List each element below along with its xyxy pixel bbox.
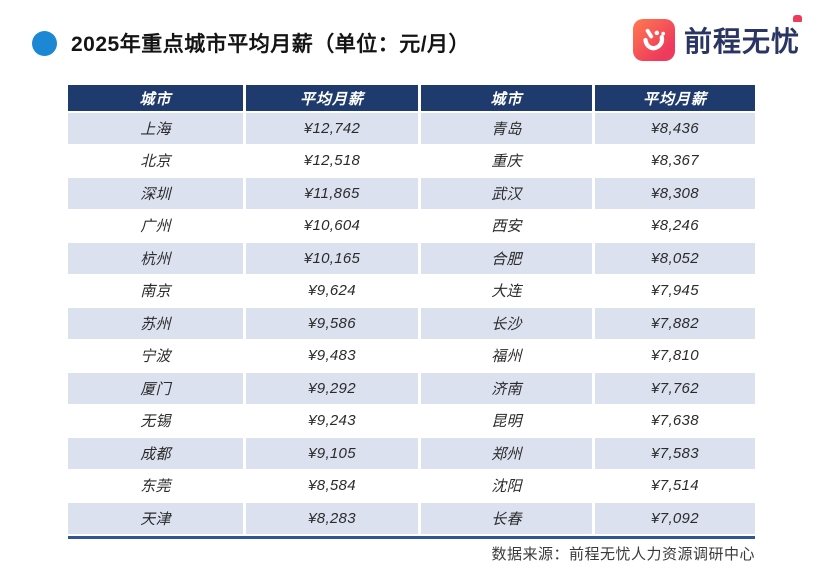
city-cell: 长春 <box>421 503 592 534</box>
table-row: 深圳 ¥11,865 武汉 ¥8,308 <box>68 178 755 209</box>
table-row: 厦门 ¥9,292 济南 ¥7,762 <box>68 373 755 404</box>
brand-crown-icon <box>793 15 802 22</box>
salary-cell: ¥10,165 <box>246 243 418 274</box>
salary-cell: ¥7,882 <box>595 308 755 339</box>
table-row: 成都 ¥9,105 郑州 ¥7,583 <box>68 438 755 469</box>
salary-cell: ¥7,583 <box>595 438 755 469</box>
city-cell: 无锡 <box>68 405 243 436</box>
salary-cell: ¥9,243 <box>246 405 418 436</box>
table-header-row: 城市 平均月薪 城市 平均月薪 <box>68 85 755 111</box>
table-row: 东莞 ¥8,584 沈阳 ¥7,514 <box>68 470 755 501</box>
salary-cell: ¥9,586 <box>246 308 418 339</box>
salary-cell: ¥8,367 <box>595 145 755 176</box>
page-title: 2025年重点城市平均月薪（单位：元/月） <box>71 33 471 56</box>
salary-cell: ¥7,810 <box>595 340 755 371</box>
salary-cell: ¥8,584 <box>246 470 418 501</box>
title-bullet-icon <box>32 30 57 56</box>
city-cell: 大连 <box>421 275 592 306</box>
salary-cell: ¥8,308 <box>595 178 755 209</box>
salary-cell: ¥9,105 <box>246 438 418 469</box>
table-row: 苏州 ¥9,586 长沙 ¥7,882 <box>68 308 755 339</box>
salary-cell: ¥7,514 <box>595 470 755 501</box>
column-header-salary: 平均月薪 <box>246 85 418 111</box>
table-row: 南京 ¥9,624 大连 ¥7,945 <box>68 275 755 306</box>
city-cell: 天津 <box>68 503 243 534</box>
city-cell: 沈阳 <box>421 470 592 501</box>
table-bottom-rule <box>68 535 755 539</box>
salary-cell: ¥9,624 <box>246 275 418 306</box>
salary-cell: ¥7,762 <box>595 373 755 404</box>
salary-cell: ¥9,292 <box>246 373 418 404</box>
table-row: 上海 ¥12,742 青岛 ¥8,436 <box>68 113 755 144</box>
salary-cell: ¥8,246 <box>595 210 755 241</box>
brand-logo: 前程无忧 <box>632 15 802 61</box>
city-cell: 北京 <box>68 145 243 176</box>
table-row: 北京 ¥12,518 重庆 ¥8,367 <box>68 145 755 176</box>
city-cell: 济南 <box>421 373 592 404</box>
salary-cell: ¥8,052 <box>595 243 755 274</box>
table-row: 无锡 ¥9,243 昆明 ¥7,638 <box>68 405 755 436</box>
city-cell: 重庆 <box>421 145 592 176</box>
city-cell: 苏州 <box>68 308 243 339</box>
table-row: 杭州 ¥10,165 合肥 ¥8,052 <box>68 243 755 274</box>
city-cell: 上海 <box>68 113 243 144</box>
salary-cell: ¥12,742 <box>246 113 418 144</box>
city-cell: 长沙 <box>421 308 592 339</box>
salary-cell: ¥12,518 <box>246 145 418 176</box>
city-cell: 宁波 <box>68 340 243 371</box>
table-row: 宁波 ¥9,483 福州 ¥7,810 <box>68 340 755 371</box>
city-cell: 武汉 <box>421 178 592 209</box>
brand-wordmark: 前程无忧 <box>683 15 802 60</box>
city-cell: 东莞 <box>68 470 243 501</box>
table-body: 上海 ¥12,742 青岛 ¥8,436 北京 ¥12,518 重庆 ¥8,367 深圳 ¥11,… <box>68 113 755 534</box>
city-cell: 昆明 <box>421 405 592 436</box>
table-row: 广州 ¥10,604 西安 ¥8,246 <box>68 210 755 241</box>
column-header-city: 城市 <box>421 85 592 111</box>
salary-cell: ¥11,865 <box>246 178 418 209</box>
city-cell: 厦门 <box>68 373 243 404</box>
51job-hand-icon <box>632 19 675 61</box>
salary-cell: ¥8,283 <box>246 503 418 534</box>
salary-cell: ¥9,483 <box>246 340 418 371</box>
salary-cell: ¥7,638 <box>595 405 755 436</box>
salary-cell: ¥7,092 <box>595 503 755 534</box>
city-cell: 广州 <box>68 210 243 241</box>
city-cell: 南京 <box>68 275 243 306</box>
salary-cell: ¥10,604 <box>246 210 418 241</box>
salary-cell: ¥7,945 <box>595 275 755 306</box>
city-cell: 成都 <box>68 438 243 469</box>
column-header-city: 城市 <box>68 85 243 111</box>
column-header-salary: 平均月薪 <box>595 85 755 111</box>
city-cell: 福州 <box>421 340 592 371</box>
city-cell: 深圳 <box>68 178 243 209</box>
data-source-note: 数据来源：前程无忧人力资源调研中心 <box>491 546 755 563</box>
salary-table: 城市 平均月薪 城市 平均月薪 上海 ¥12,742 青岛 ¥8,436 北京 ¥12,5… <box>68 85 755 539</box>
city-cell: 杭州 <box>68 243 243 274</box>
city-cell: 郑州 <box>421 438 592 469</box>
page-header: 2025年重点城市平均月薪（单位：元/月） <box>32 28 470 58</box>
salary-cell: ¥8,436 <box>595 113 755 144</box>
city-cell: 合肥 <box>421 243 592 274</box>
city-cell: 西安 <box>421 210 592 241</box>
brand-name: 前程无忧 <box>683 26 800 57</box>
city-cell: 青岛 <box>421 113 592 144</box>
table-row: 天津 ¥8,283 长春 ¥7,092 <box>68 503 755 534</box>
